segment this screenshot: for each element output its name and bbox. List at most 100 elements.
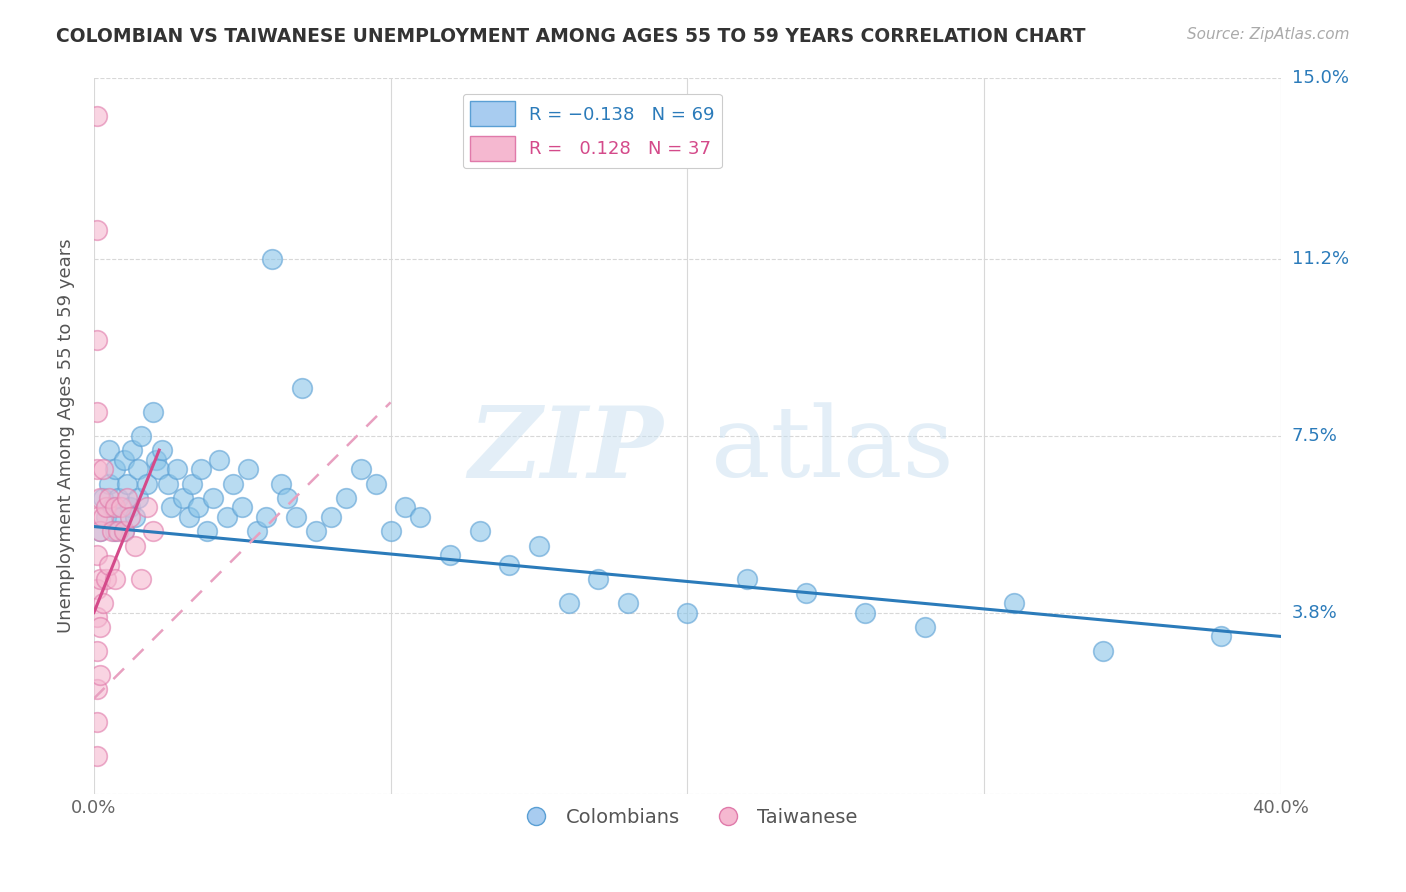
Colombians [172, 491, 194, 505]
Text: 11.2%: 11.2% [1292, 250, 1348, 268]
Taiwanese [112, 524, 135, 539]
Colombians [1091, 644, 1114, 658]
Text: 3.8%: 3.8% [1292, 604, 1337, 622]
Colombians [160, 500, 183, 515]
Colombians [409, 510, 432, 524]
Taiwanese [131, 572, 153, 586]
Taiwanese [104, 572, 127, 586]
Colombians [350, 462, 373, 476]
Taiwanese [86, 548, 108, 562]
Colombians [107, 491, 129, 505]
Colombians [217, 510, 239, 524]
Text: COLOMBIAN VS TAIWANESE UNEMPLOYMENT AMONG AGES 55 TO 59 YEARS CORRELATION CHART: COLOMBIAN VS TAIWANESE UNEMPLOYMENT AMON… [56, 27, 1085, 45]
Text: Source: ZipAtlas.com: Source: ZipAtlas.com [1187, 27, 1350, 42]
Colombians [124, 510, 146, 524]
Colombians [89, 524, 111, 539]
Colombians [735, 572, 758, 586]
Taiwanese [100, 524, 122, 539]
Colombians [1002, 596, 1025, 610]
Colombians [142, 405, 165, 419]
Colombians [468, 524, 491, 539]
Taiwanese [89, 524, 111, 539]
Colombians [527, 539, 550, 553]
Colombians [284, 510, 307, 524]
Text: ZIP: ZIP [468, 402, 664, 499]
Colombians [150, 443, 173, 458]
Taiwanese [86, 644, 108, 658]
Taiwanese [115, 491, 138, 505]
Y-axis label: Unemployment Among Ages 55 to 59 years: Unemployment Among Ages 55 to 59 years [58, 238, 75, 633]
Colombians [110, 510, 132, 524]
Taiwanese [86, 748, 108, 763]
Colombians [97, 443, 120, 458]
Colombians [195, 524, 218, 539]
Colombians [100, 500, 122, 515]
Colombians [335, 491, 357, 505]
Colombians [305, 524, 328, 539]
Colombians [190, 462, 212, 476]
Taiwanese [86, 109, 108, 123]
Taiwanese [124, 539, 146, 553]
Taiwanese [86, 681, 108, 696]
Colombians [380, 524, 402, 539]
Taiwanese [91, 596, 114, 610]
Colombians [617, 596, 640, 610]
Taiwanese [86, 223, 108, 237]
Taiwanese [89, 667, 111, 681]
Colombians [291, 381, 314, 395]
Taiwanese [97, 558, 120, 572]
Taiwanese [86, 582, 108, 596]
Taiwanese [94, 500, 117, 515]
Colombians [112, 524, 135, 539]
Taiwanese [89, 620, 111, 634]
Taiwanese [91, 462, 114, 476]
Colombians [853, 606, 876, 620]
Colombians [187, 500, 209, 515]
Colombians [104, 524, 127, 539]
Colombians [201, 491, 224, 505]
Colombians [97, 476, 120, 491]
Colombians [94, 510, 117, 524]
Taiwanese [97, 491, 120, 505]
Taiwanese [86, 405, 108, 419]
Colombians [246, 524, 269, 539]
Taiwanese [89, 572, 111, 586]
Colombians [588, 572, 610, 586]
Taiwanese [86, 462, 108, 476]
Colombians [115, 476, 138, 491]
Colombians [260, 252, 283, 266]
Legend: Colombians, Taiwanese: Colombians, Taiwanese [509, 800, 866, 835]
Colombians [148, 462, 170, 476]
Taiwanese [86, 333, 108, 347]
Taiwanese [89, 491, 111, 505]
Colombians [231, 500, 253, 515]
Colombians [127, 462, 149, 476]
Text: atlas: atlas [711, 402, 953, 498]
Colombians [364, 476, 387, 491]
Colombians [127, 491, 149, 505]
Text: 7.5%: 7.5% [1292, 426, 1337, 445]
Colombians [177, 510, 200, 524]
Taiwanese [110, 500, 132, 515]
Colombians [91, 491, 114, 505]
Colombians [498, 558, 520, 572]
Colombians [222, 476, 245, 491]
Colombians [557, 596, 579, 610]
Colombians [276, 491, 298, 505]
Taiwanese [118, 510, 141, 524]
Colombians [676, 606, 699, 620]
Colombians [104, 462, 127, 476]
Colombians [321, 510, 343, 524]
Colombians [238, 462, 260, 476]
Colombians [131, 429, 153, 443]
Colombians [270, 476, 292, 491]
Taiwanese [86, 610, 108, 624]
Text: 15.0%: 15.0% [1292, 69, 1348, 87]
Colombians [112, 452, 135, 467]
Taiwanese [86, 510, 108, 524]
Taiwanese [104, 500, 127, 515]
Colombians [1211, 629, 1233, 643]
Taiwanese [91, 510, 114, 524]
Taiwanese [136, 500, 159, 515]
Taiwanese [94, 572, 117, 586]
